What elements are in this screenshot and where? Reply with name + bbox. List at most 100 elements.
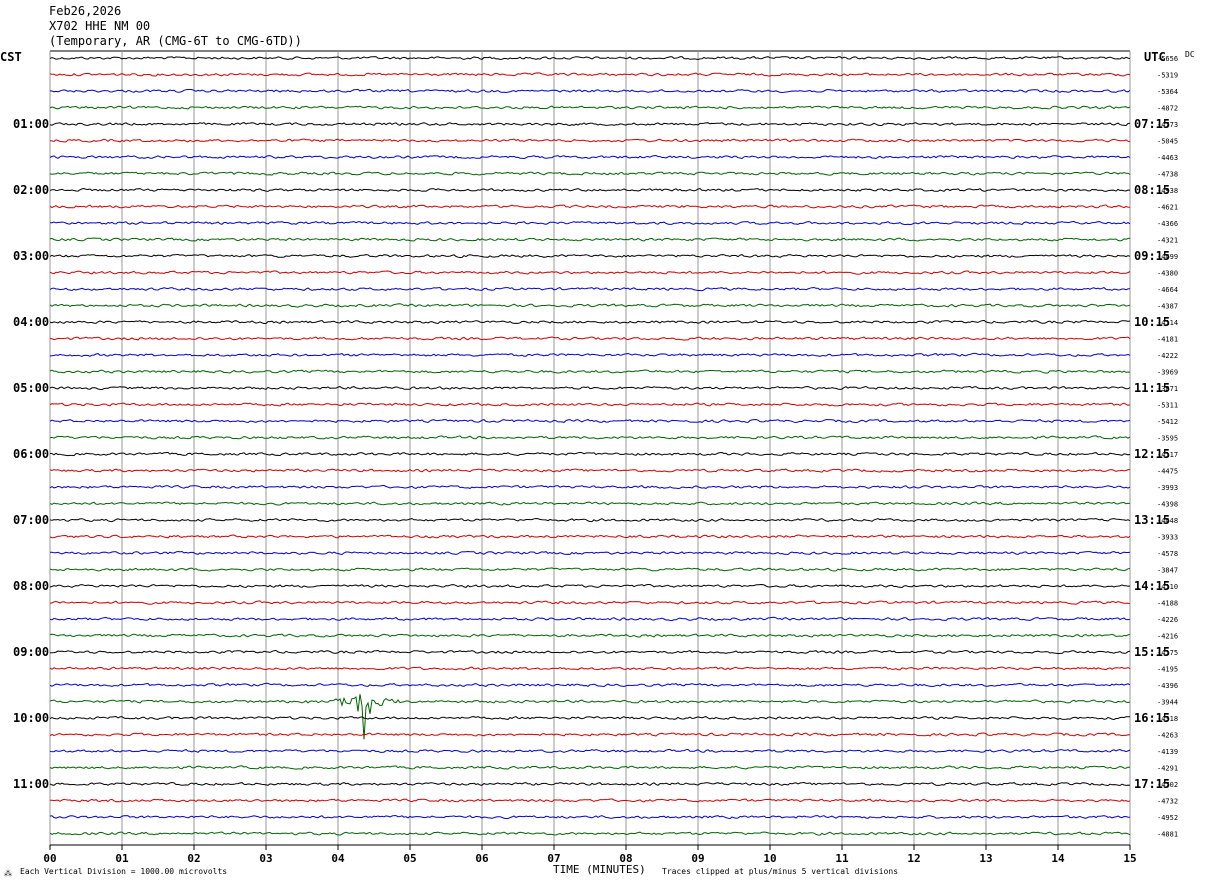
dc-offset-label: -3871 bbox=[1157, 385, 1178, 393]
seismic-trace bbox=[49, 336, 1131, 341]
utc-hour-label: 14:15 bbox=[1134, 579, 1170, 593]
seismic-trace bbox=[49, 567, 1131, 572]
utc-hour-label: 13:15 bbox=[1134, 513, 1170, 527]
seismic-trace bbox=[49, 831, 1131, 836]
seismic-trace bbox=[49, 732, 1131, 737]
dc-offset-label: -4110 bbox=[1157, 583, 1178, 591]
seismic-trace bbox=[49, 517, 1131, 523]
cst-hour-label: 07:00 bbox=[13, 513, 49, 527]
seismic-trace bbox=[49, 781, 1131, 787]
dc-offset-label: -4448 bbox=[1157, 517, 1178, 525]
dc-offset-label: -4175 bbox=[1157, 649, 1178, 657]
x-tick-label: 08 bbox=[619, 852, 632, 865]
dc-offset-label: -4732 bbox=[1157, 798, 1178, 806]
seismic-traces bbox=[49, 56, 1131, 836]
utc-hour-label: 12:15 bbox=[1134, 447, 1170, 461]
dc-offset-label: -4222 bbox=[1157, 352, 1178, 360]
x-tick-label: 04 bbox=[331, 852, 345, 865]
utc-hour-label: 11:15 bbox=[1134, 381, 1170, 395]
seismic-trace bbox=[49, 682, 1131, 688]
dc-offset-label: -4952 bbox=[1157, 814, 1178, 822]
seismic-trace bbox=[49, 270, 1131, 275]
dc-offset-label: -4139 bbox=[1157, 748, 1178, 756]
cst-hour-label: 06:00 bbox=[13, 447, 49, 461]
seismic-trace bbox=[49, 765, 1131, 770]
seismic-trace bbox=[49, 815, 1131, 820]
seismic-trace bbox=[49, 600, 1131, 605]
cst-hour-label: 04:00 bbox=[13, 315, 49, 329]
dc-offset-label: -4499 bbox=[1157, 253, 1178, 261]
cst-hour-label: 09:00 bbox=[13, 645, 49, 659]
seismic-trace bbox=[49, 122, 1131, 127]
left-timezone-label: CST bbox=[0, 50, 22, 64]
dc-label: DC bbox=[1185, 50, 1195, 59]
utc-hour-label: 10:15 bbox=[1134, 315, 1170, 329]
dc-offset-label: -4938 bbox=[1157, 187, 1178, 195]
seismic-trace bbox=[49, 253, 1131, 259]
dc-offset-label: -4773 bbox=[1157, 121, 1178, 129]
seismic-trace bbox=[49, 385, 1131, 391]
dc-offset-label: -4738 bbox=[1157, 171, 1178, 179]
dc-offset-label: -4621 bbox=[1157, 204, 1178, 212]
x-tick-label: 11 bbox=[835, 852, 849, 865]
cst-hour-label: 03:00 bbox=[13, 249, 49, 263]
seismic-trace bbox=[49, 402, 1131, 407]
dc-offset-label: -3847 bbox=[1157, 567, 1178, 575]
axis-labels: 00 01 02 03 04 05 06 07 08 09 10 11 12 13 14 15 -5656 -53… bbox=[13, 55, 1178, 865]
seismic-trace bbox=[50, 220, 1131, 226]
x-tick-label: 06 bbox=[475, 852, 489, 865]
x-tick-label: 03 bbox=[259, 852, 272, 865]
dc-offset-label: -4398 bbox=[1157, 501, 1178, 509]
cst-hour-label: 10:00 bbox=[13, 711, 49, 725]
dc-offset-label: -5045 bbox=[1157, 138, 1178, 146]
dc-offset-label: -4881 bbox=[1157, 831, 1178, 839]
dc-offset-label: -4475 bbox=[1157, 468, 1178, 476]
seismic-trace bbox=[49, 666, 1131, 671]
dc-offset-label: -4380 bbox=[1157, 270, 1178, 278]
x-tick-label: 05 bbox=[403, 852, 416, 865]
dc-offset-label: -4578 bbox=[1157, 550, 1178, 558]
seismic-trace bbox=[49, 237, 1131, 242]
seismic-trace bbox=[49, 138, 1131, 143]
dc-offset-label: -3933 bbox=[1157, 534, 1178, 542]
seismic-trace bbox=[49, 798, 1131, 803]
seismic-trace bbox=[49, 451, 1131, 457]
seismic-trace bbox=[49, 171, 1131, 176]
cst-hour-label: 08:00 bbox=[13, 579, 49, 593]
x-tick-label: 09 bbox=[691, 852, 704, 865]
seismic-trace bbox=[49, 435, 1131, 440]
utc-hour-label: 17:15 bbox=[1134, 777, 1170, 791]
seismic-trace bbox=[49, 286, 1131, 292]
seismic-trace bbox=[50, 550, 1131, 556]
dc-offset-label: -4263 bbox=[1157, 732, 1178, 740]
cst-hour-label: 02:00 bbox=[13, 183, 49, 197]
seismic-trace bbox=[49, 616, 1131, 622]
seismic-trace bbox=[49, 694, 1131, 740]
seismic-trace bbox=[49, 649, 1131, 655]
dc-offset-label: -4664 bbox=[1157, 286, 1178, 294]
footer-right-note: Traces clipped at plus/minus 5 vertical … bbox=[662, 867, 899, 876]
date-label: Feb26,2026 bbox=[49, 4, 122, 18]
dc-offset-label: -5364 bbox=[1157, 88, 1178, 96]
seismic-trace bbox=[49, 418, 1131, 424]
dc-offset-label: -4117 bbox=[1157, 451, 1178, 459]
utc-hour-label: 08:15 bbox=[1134, 183, 1170, 197]
station-label: X702 HHE NM 00 bbox=[49, 19, 151, 33]
dc-offset-label: -3595 bbox=[1157, 435, 1178, 443]
cst-hour-label: 01:00 bbox=[13, 117, 49, 131]
dc-offset-label: -4216 bbox=[1157, 633, 1178, 641]
utc-hour-label: 09:15 bbox=[1134, 249, 1170, 263]
x-tick-label: 02 bbox=[187, 852, 200, 865]
seismic-trace bbox=[49, 748, 1131, 753]
dc-offset-label: -3969 bbox=[1157, 369, 1178, 377]
seismic-trace bbox=[49, 352, 1131, 357]
dc-offset-label: -4321 bbox=[1157, 237, 1178, 245]
seismic-trace bbox=[49, 204, 1131, 209]
seismic-trace bbox=[49, 319, 1131, 325]
dc-offset-label: -3944 bbox=[1157, 699, 1178, 707]
dc-offset-label: -4114 bbox=[1157, 319, 1178, 327]
dc-offset-label: -4195 bbox=[1157, 666, 1178, 674]
seismic-trace bbox=[49, 583, 1131, 589]
dc-offset-label: -4396 bbox=[1157, 682, 1178, 690]
